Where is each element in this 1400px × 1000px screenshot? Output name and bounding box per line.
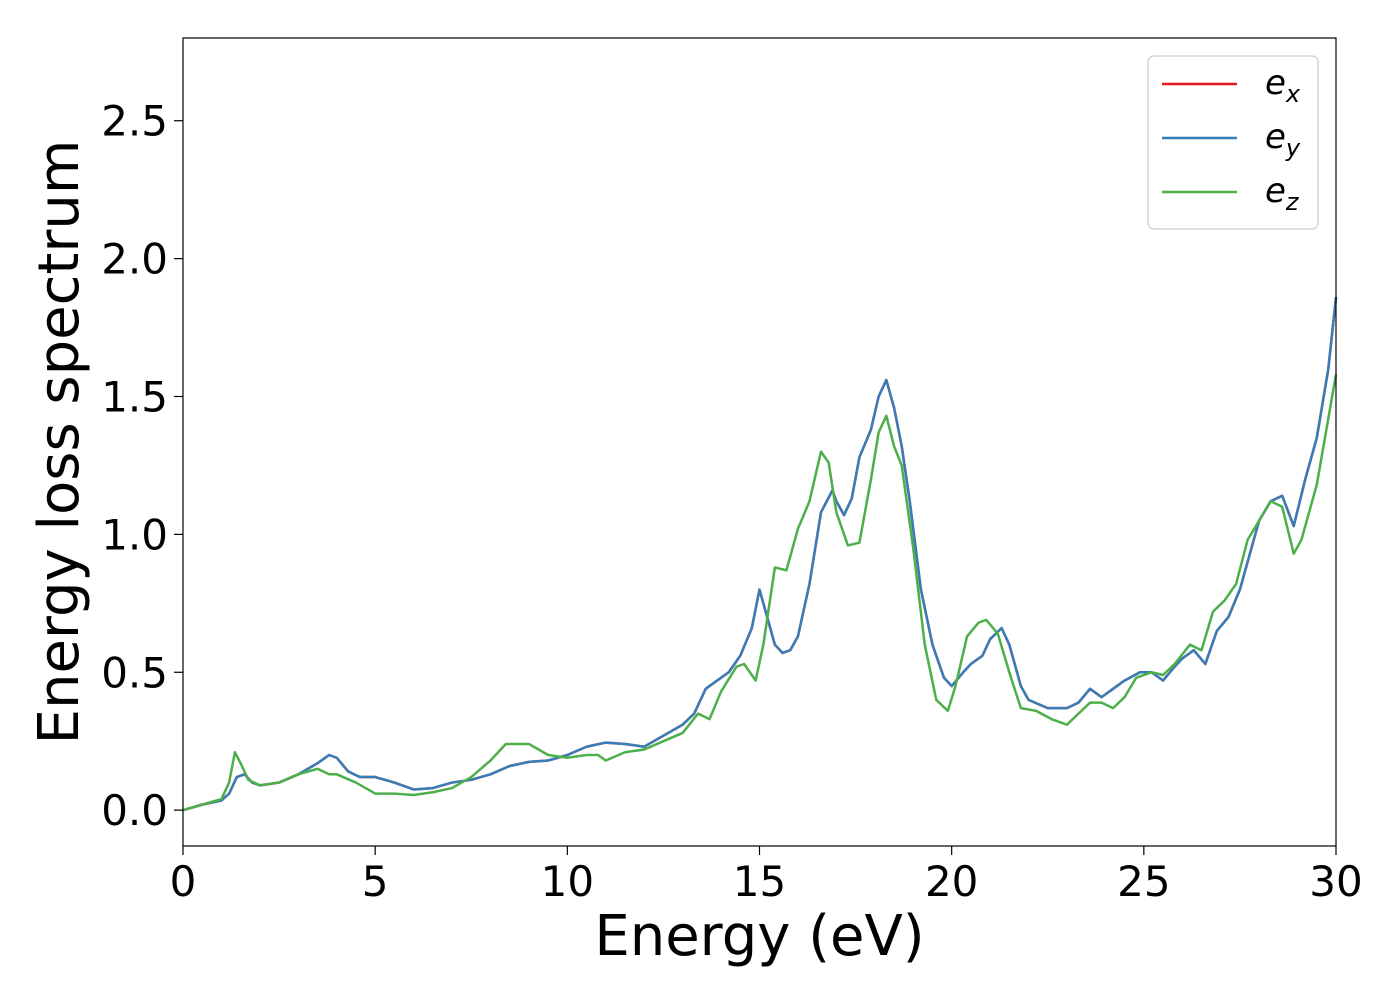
x-tick-label: 10: [541, 857, 594, 906]
y-tick-label: 2.5: [101, 97, 168, 146]
plot-area: [182, 297, 1338, 812]
y-tick-label: 1.0: [101, 510, 168, 559]
legend-box: [1147, 55, 1319, 230]
series-line-e-y: [182, 297, 1338, 812]
y-tick-label: 2.0: [101, 235, 168, 284]
x-tick-label: 30: [1309, 857, 1362, 906]
x-tick-label: 0: [170, 857, 197, 906]
x-tick-label: 20: [925, 857, 978, 906]
x-tick-label: 5: [362, 857, 389, 906]
x-axis-label: Energy (eV): [594, 904, 924, 969]
x-tick-label: 15: [733, 857, 786, 906]
x-tick-label: 25: [1117, 857, 1170, 906]
y-tick-label: 0.5: [101, 648, 168, 697]
plot-frame: [182, 37, 1337, 847]
y-axis-ticks: 0.0 0.5 1.0 1.5 2.0 2.5: [101, 97, 183, 835]
y-axis-label: Energy loss spectrum: [27, 140, 92, 745]
y-tick-label: 1.5: [101, 372, 168, 421]
x-axis-ticks: 0 5 10 15 20 25 30: [170, 846, 1363, 906]
series-line-e-z: [182, 374, 1338, 812]
y-tick-label: 0.0: [101, 786, 168, 835]
